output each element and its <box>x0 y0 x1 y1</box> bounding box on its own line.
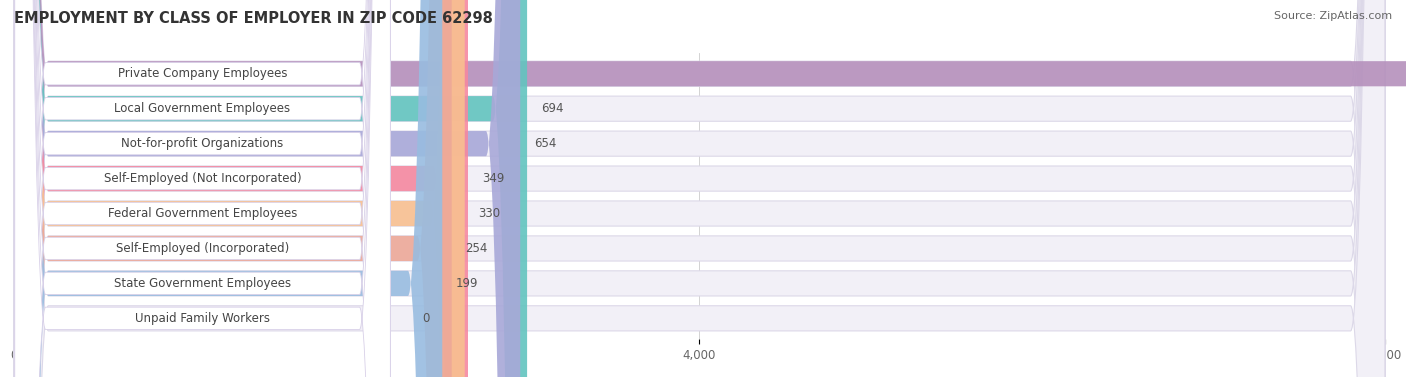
FancyBboxPatch shape <box>14 0 520 377</box>
FancyBboxPatch shape <box>14 0 391 377</box>
Text: 254: 254 <box>465 242 488 255</box>
Text: Self-Employed (Not Incorporated): Self-Employed (Not Incorporated) <box>104 172 301 185</box>
FancyBboxPatch shape <box>14 0 1385 377</box>
FancyBboxPatch shape <box>14 0 1385 377</box>
FancyBboxPatch shape <box>14 0 391 377</box>
Text: 694: 694 <box>541 102 564 115</box>
FancyBboxPatch shape <box>14 0 468 377</box>
FancyBboxPatch shape <box>14 0 527 377</box>
FancyBboxPatch shape <box>14 0 451 377</box>
Text: Private Company Employees: Private Company Employees <box>118 67 287 80</box>
FancyBboxPatch shape <box>14 0 1385 377</box>
FancyBboxPatch shape <box>14 0 391 377</box>
FancyBboxPatch shape <box>14 0 1385 377</box>
FancyBboxPatch shape <box>14 0 391 377</box>
Text: 330: 330 <box>478 207 501 220</box>
Text: 0: 0 <box>422 312 429 325</box>
FancyBboxPatch shape <box>14 0 391 377</box>
Text: EMPLOYMENT BY CLASS OF EMPLOYER IN ZIP CODE 62298: EMPLOYMENT BY CLASS OF EMPLOYER IN ZIP C… <box>14 11 494 26</box>
Text: 349: 349 <box>482 172 505 185</box>
Text: Source: ZipAtlas.com: Source: ZipAtlas.com <box>1274 11 1392 21</box>
FancyBboxPatch shape <box>14 0 465 377</box>
FancyBboxPatch shape <box>14 0 1385 377</box>
FancyBboxPatch shape <box>14 0 443 377</box>
FancyBboxPatch shape <box>14 0 1385 377</box>
Text: 654: 654 <box>534 137 557 150</box>
Text: 199: 199 <box>456 277 478 290</box>
FancyBboxPatch shape <box>14 0 391 377</box>
FancyBboxPatch shape <box>14 0 391 377</box>
Text: Federal Government Employees: Federal Government Employees <box>108 207 297 220</box>
Text: Unpaid Family Workers: Unpaid Family Workers <box>135 312 270 325</box>
FancyBboxPatch shape <box>14 0 1385 377</box>
Text: Self-Employed (Incorporated): Self-Employed (Incorporated) <box>115 242 290 255</box>
Text: Local Government Employees: Local Government Employees <box>114 102 291 115</box>
FancyBboxPatch shape <box>14 0 391 377</box>
FancyBboxPatch shape <box>14 0 1385 377</box>
Text: Not-for-profit Organizations: Not-for-profit Organizations <box>121 137 284 150</box>
Text: State Government Employees: State Government Employees <box>114 277 291 290</box>
FancyBboxPatch shape <box>14 0 1406 377</box>
